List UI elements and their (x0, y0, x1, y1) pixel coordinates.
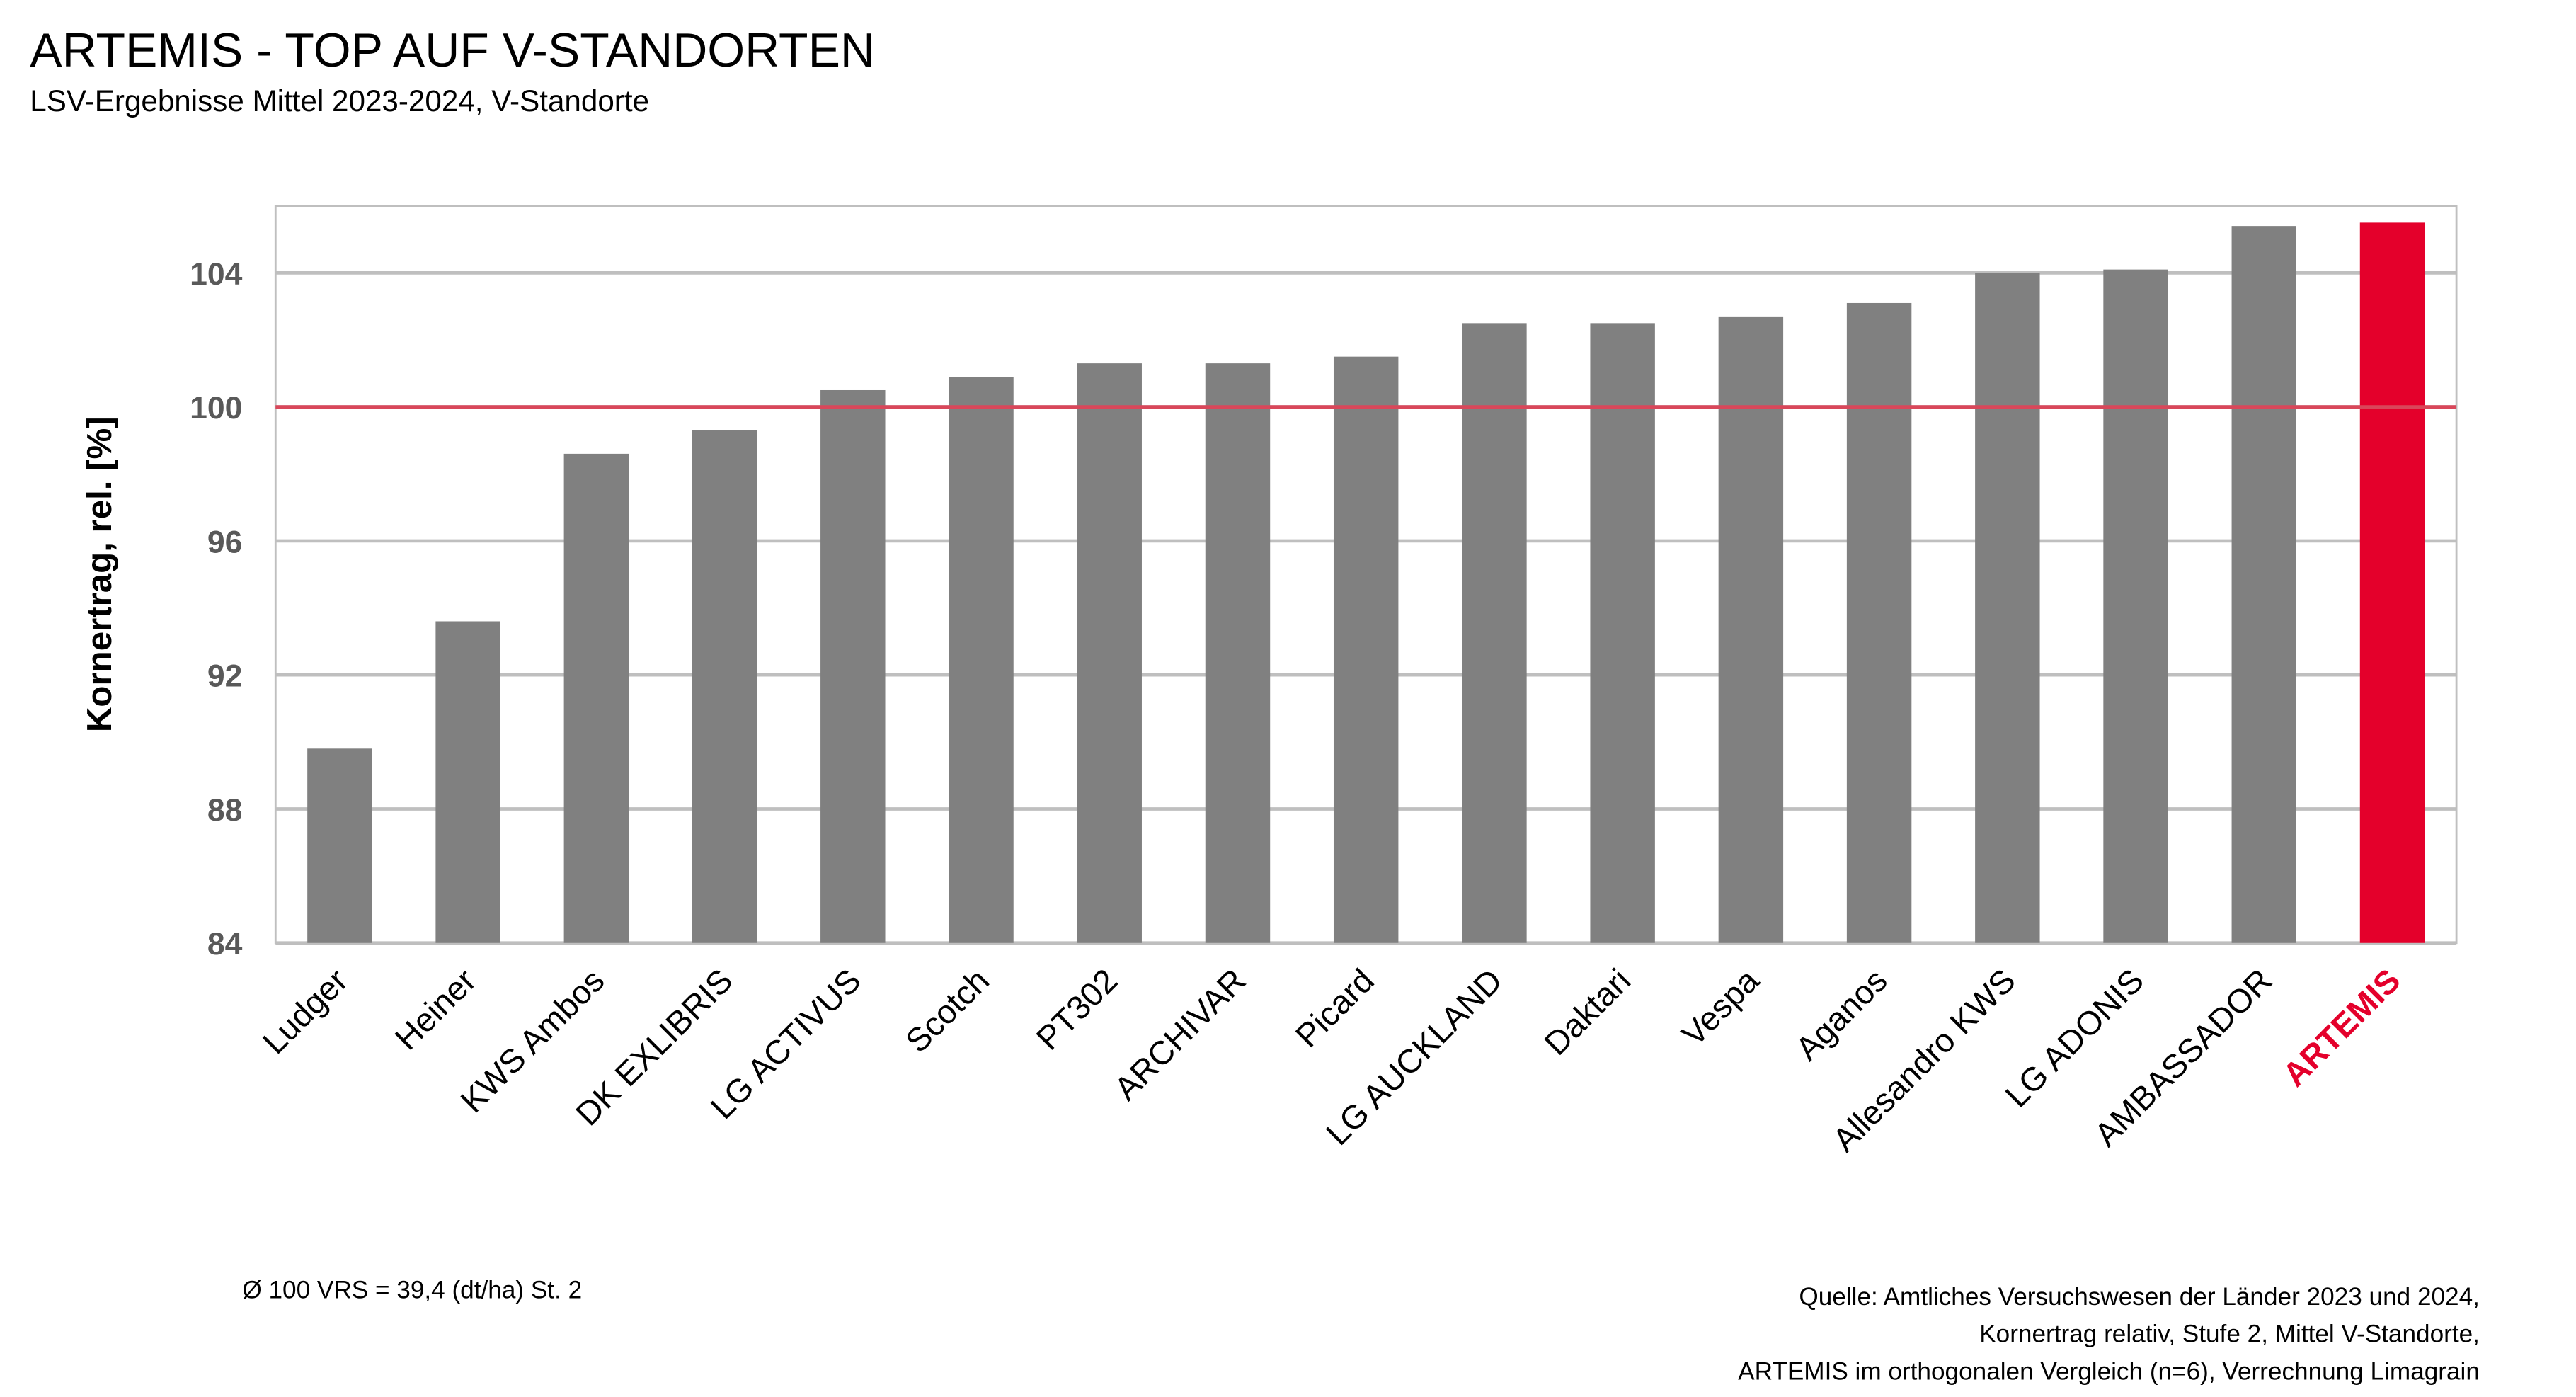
bar (1975, 273, 2040, 943)
y-tick-label: 96 (207, 525, 243, 559)
bar (2359, 222, 2425, 943)
x-tick-label: PT302 (1029, 962, 1124, 1056)
y-tick-label: 104 (190, 257, 243, 292)
bar (1077, 363, 1142, 943)
bar (307, 748, 372, 943)
bar (1205, 363, 1271, 943)
bar (1846, 302, 1912, 943)
x-tick-label: Daktari (1538, 962, 1638, 1062)
x-tick-label: Heiner (388, 962, 483, 1056)
bar (2231, 226, 2296, 943)
bar (1333, 356, 1399, 943)
bar (2103, 269, 2168, 943)
y-tick-label: 84 (207, 927, 243, 962)
bar (435, 621, 500, 943)
chart-title: ARTEMIS - TOP AUF V-STANDORTEN (30, 23, 875, 77)
bar (820, 389, 886, 943)
bar (692, 430, 757, 943)
bar (1590, 323, 1655, 943)
x-tick-label: Picard (1288, 962, 1381, 1054)
y-axis-label: Kornertrag, rel. [%] (80, 416, 119, 732)
chart-subtitle: LSV-Ergebnisse Mittel 2023-2024, V-Stand… (30, 84, 649, 118)
x-tick-label: ARTEMIS (2276, 962, 2408, 1093)
source-line: Kornertrag relativ, Stufe 2, Mittel V-St… (1979, 1321, 2480, 1348)
y-tick-label: 100 (190, 391, 242, 426)
bar (1462, 323, 1527, 943)
source-line: Quelle: Amtliches Versuchswesen der Länd… (1799, 1283, 2480, 1311)
bar (1718, 316, 1784, 943)
y-tick-label: 88 (207, 793, 243, 828)
x-tick-label: Aganos (1789, 962, 1894, 1067)
footnote: Ø 100 VRS = 39,4 (dt/ha) St. 2 (242, 1276, 582, 1304)
bar (563, 453, 629, 943)
x-tick-label: Ludger (256, 962, 355, 1061)
x-tick-label: ARCHIVAR (1107, 962, 1253, 1107)
bar (949, 377, 1014, 943)
x-tick-label: Vespa (1675, 962, 1767, 1054)
x-tick-label: Scotch (898, 962, 996, 1059)
source-line: ARTEMIS im orthogonalen Vergleich (n=6),… (1738, 1357, 2480, 1385)
y-tick-label: 92 (207, 659, 243, 694)
